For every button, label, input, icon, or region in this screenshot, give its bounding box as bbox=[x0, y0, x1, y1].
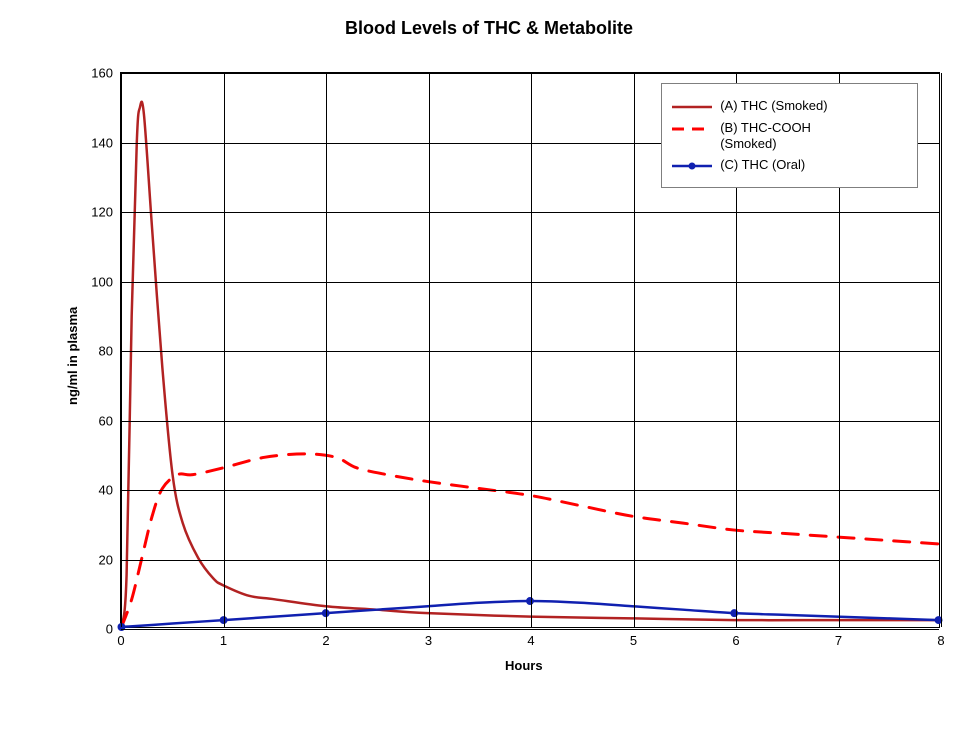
y-tick-label: 100 bbox=[91, 274, 121, 289]
gridline-h bbox=[121, 212, 939, 213]
gridline-h bbox=[121, 560, 939, 561]
chart-container: Blood Levels of THC & Metabolite 0 20 40 60… bbox=[0, 0, 978, 737]
gridline-h bbox=[121, 282, 939, 283]
gridline-v bbox=[634, 73, 635, 627]
legend-label: (C) THC (Oral) bbox=[720, 157, 805, 173]
gridline-h bbox=[121, 490, 939, 491]
x-tick-label: 2 bbox=[322, 627, 329, 648]
y-tick-label: 40 bbox=[99, 483, 121, 498]
x-tick-label: 5 bbox=[630, 627, 637, 648]
x-tick-label: 4 bbox=[527, 627, 534, 648]
gridline-v bbox=[531, 73, 532, 627]
gridline-h bbox=[121, 351, 939, 352]
legend-swatch bbox=[672, 100, 712, 114]
x-tick-label: 3 bbox=[425, 627, 432, 648]
gridline-v bbox=[326, 73, 327, 627]
x-tick-label: 0 bbox=[117, 627, 124, 648]
series-marker bbox=[526, 597, 534, 605]
series-marker bbox=[730, 609, 738, 617]
legend-label: (A) THC (Smoked) bbox=[720, 98, 827, 114]
chart-title: Blood Levels of THC & Metabolite bbox=[0, 18, 978, 39]
x-axis-label: Hours bbox=[505, 658, 543, 673]
y-tick-label: 20 bbox=[99, 552, 121, 567]
y-tick-label: 60 bbox=[99, 413, 121, 428]
legend: (A) THC (Smoked) (B) THC-COOH (Smoked) (C)… bbox=[661, 83, 918, 188]
x-tick-label: 7 bbox=[835, 627, 842, 648]
y-axis-label: ng/ml in plasma bbox=[65, 307, 80, 405]
legend-item: (A) THC (Smoked) bbox=[672, 98, 907, 114]
gridline-v bbox=[121, 73, 122, 627]
gridline-v bbox=[941, 73, 942, 627]
gridline-h bbox=[121, 421, 939, 422]
gridline-v bbox=[429, 73, 430, 627]
legend-label: (B) THC-COOH (Smoked) bbox=[720, 120, 811, 151]
y-tick-label: 140 bbox=[91, 135, 121, 150]
legend-item: (C) THC (Oral) bbox=[672, 157, 907, 173]
y-tick-label: 120 bbox=[91, 205, 121, 220]
legend-item: (B) THC-COOH (Smoked) bbox=[672, 120, 907, 151]
gridline-v bbox=[224, 73, 225, 627]
legend-swatch bbox=[672, 159, 712, 173]
y-tick-label: 80 bbox=[99, 344, 121, 359]
y-tick-label: 160 bbox=[91, 66, 121, 81]
x-tick-label: 8 bbox=[937, 627, 944, 648]
x-tick-label: 6 bbox=[732, 627, 739, 648]
gridline-h bbox=[121, 73, 939, 74]
legend-swatch bbox=[672, 122, 712, 136]
x-tick-label: 1 bbox=[220, 627, 227, 648]
